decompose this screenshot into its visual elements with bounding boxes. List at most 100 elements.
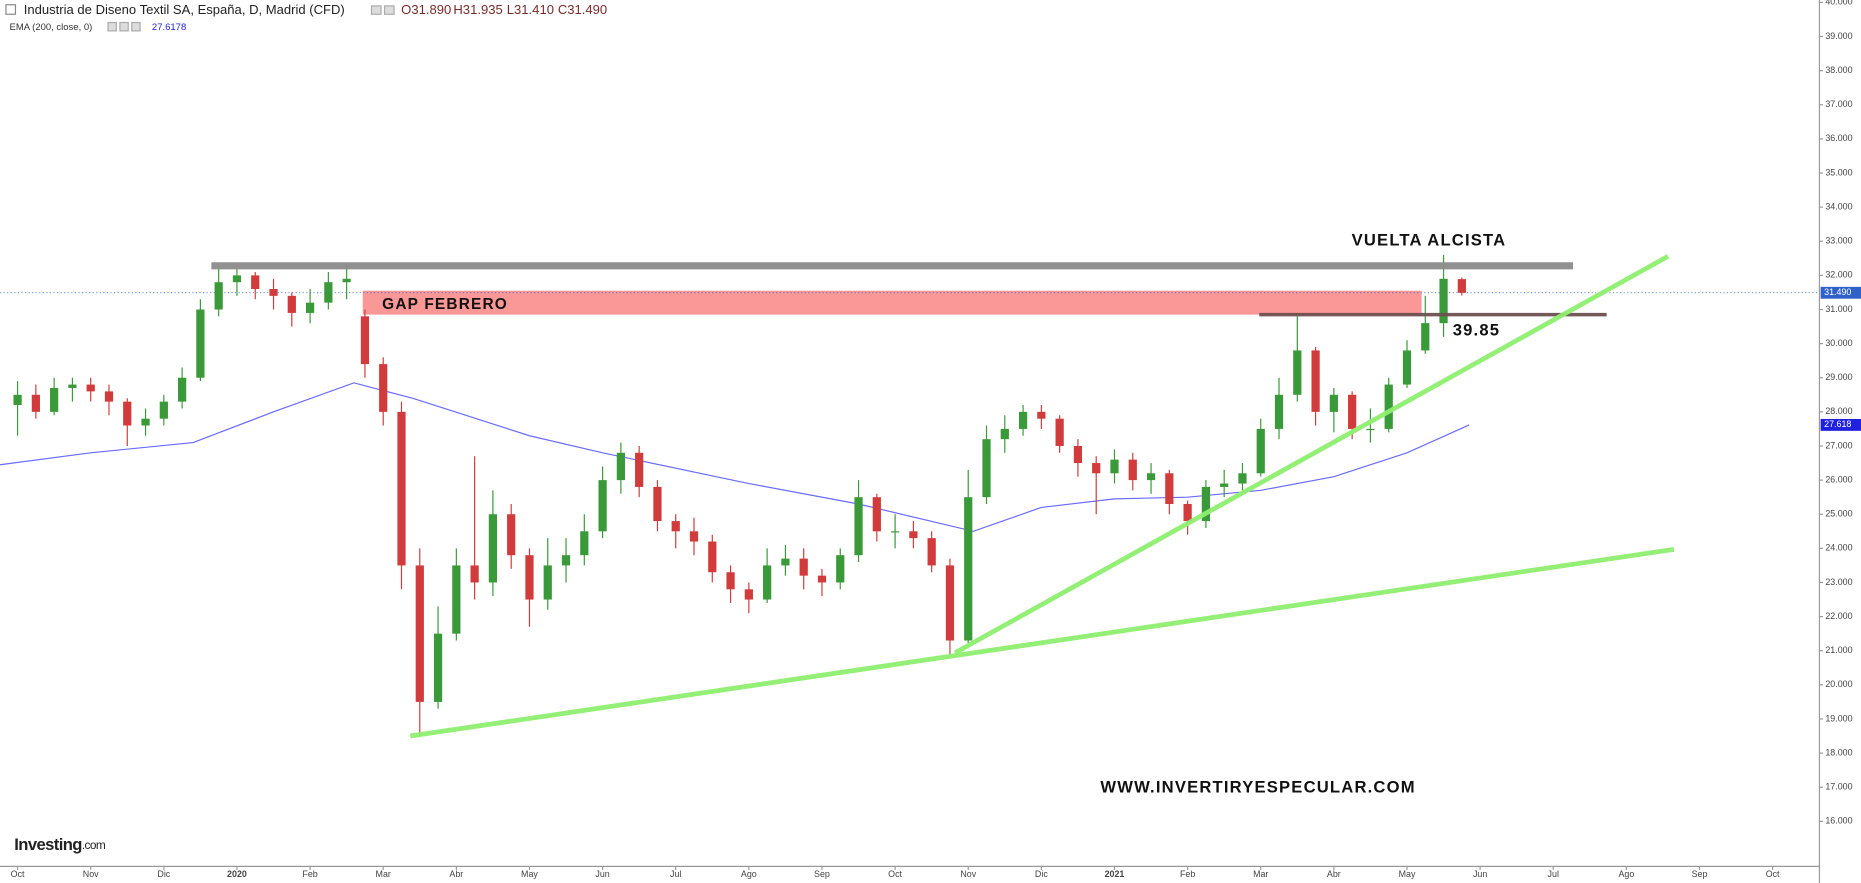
candles: [13, 254, 1466, 737]
candle-body: [781, 558, 790, 566]
y-tick-label: 23.000: [1825, 577, 1852, 587]
candle-body: [799, 558, 808, 576]
candle-body: [890, 531, 900, 533]
candle-body: [232, 275, 242, 283]
price-badge-label: 27.618: [1824, 419, 1851, 429]
candle-body: [909, 531, 918, 539]
x-tick-label: Oct: [888, 869, 902, 879]
x-tick-label: Ago: [1618, 869, 1634, 879]
candle-body: [726, 572, 735, 590]
candle-body: [1092, 463, 1101, 474]
price-badge: [1820, 286, 1861, 299]
candle-body: [415, 565, 424, 702]
candle-body: [1165, 473, 1174, 504]
candle-body: [525, 555, 534, 600]
candle-body: [854, 497, 863, 556]
candle-body: [379, 364, 388, 412]
candle-body: [671, 521, 680, 532]
price-badge-label: 31.490: [1824, 287, 1851, 297]
candle-body: [945, 565, 955, 641]
y-tick-label: 35.000: [1825, 167, 1852, 177]
x-tick-label: Sep: [814, 869, 830, 879]
candle-body: [1311, 350, 1320, 412]
candle-body: [1018, 411, 1028, 429]
trend-line: [409, 547, 1675, 739]
candle-body: [1110, 459, 1119, 474]
x-tick-label: Nov: [83, 869, 99, 879]
y-tick-label: 39.000: [1825, 31, 1852, 41]
candle-body: [452, 565, 461, 634]
candle-body: [397, 411, 406, 566]
y-tick-label: 24.000: [1825, 543, 1852, 553]
candle-body: [123, 401, 132, 426]
y-tick-label: 29.000: [1825, 372, 1852, 382]
x-tick-label: Feb: [1180, 869, 1195, 879]
candle-body: [342, 278, 351, 283]
candle-body: [141, 418, 150, 426]
indicator-close-icon[interactable]: [119, 21, 129, 32]
low-label: L31.410: [507, 2, 554, 17]
candle-body: [1073, 445, 1083, 464]
y-tick-label: 28.000: [1825, 406, 1852, 416]
candle-body: [1402, 350, 1412, 385]
x-tick-label: Nov: [960, 869, 976, 879]
candle-body: [1201, 486, 1211, 522]
x-tick-label: Jul: [670, 869, 681, 879]
candle-body: [1439, 278, 1448, 324]
indicator-hide-icon[interactable]: [131, 21, 141, 32]
candle-body: [836, 555, 845, 583]
candle-body: [616, 452, 625, 481]
lines: [0, 292, 1820, 532]
candle-body: [635, 452, 644, 487]
price-badge: [1820, 418, 1861, 431]
candle-body: [1366, 428, 1375, 431]
candle-body: [872, 497, 881, 532]
y-tick-label: 18.000: [1825, 747, 1852, 757]
x-tick-label: May: [521, 869, 538, 879]
candle-body: [488, 514, 498, 583]
x-tick-label: Mar: [376, 869, 391, 879]
trend-line: [953, 254, 1670, 655]
candle-body: [817, 575, 827, 583]
candle-body: [360, 316, 370, 365]
candle-body: [927, 538, 936, 566]
watermark: WWW.INVERTIRYESPECULAR.COM: [1100, 777, 1415, 796]
candle-body: [196, 309, 205, 378]
overlays: [211, 254, 1675, 739]
x-tick-label: Jul: [1548, 869, 1559, 879]
y-tick-label: 22.000: [1825, 611, 1852, 621]
candle-body: [50, 387, 59, 412]
indicator-label: EMA (200, close, 0): [10, 22, 93, 33]
open-label: O31.890: [401, 2, 451, 17]
close-icon[interactable]: [383, 5, 395, 15]
ema-line: [0, 382, 1470, 532]
zones: [362, 290, 1422, 315]
candle-body: [214, 282, 223, 310]
x-tick-label: Feb: [302, 869, 317, 879]
candle-body: [31, 394, 40, 412]
annotation: 39.85: [1453, 321, 1501, 340]
x-tick-label: Jun: [595, 869, 609, 879]
y-tick-label: 37.000: [1825, 99, 1852, 109]
candle-body: [964, 497, 973, 641]
indicator-settings-icon[interactable]: [107, 21, 117, 32]
candle-body: [13, 394, 22, 406]
x-tick-label: Mar: [1253, 869, 1268, 879]
candle-body: [982, 439, 991, 498]
x-tick-label: May: [1399, 869, 1416, 879]
collapse-icon[interactable]: [5, 4, 17, 15]
candle-body: [269, 289, 278, 296]
y-tick-label: 20.000: [1825, 679, 1852, 689]
x-tick-label: Oct: [1766, 869, 1780, 879]
x-tick-label: Abr: [449, 869, 463, 879]
y-tick-label: 34.000: [1825, 201, 1852, 211]
settings-icon[interactable]: [370, 5, 382, 15]
y-tick-label: 36.000: [1825, 133, 1852, 143]
annotation: GAP FEBRERO: [382, 296, 508, 313]
candle-body: [1238, 473, 1247, 484]
y-tick-label: 26.000: [1825, 474, 1852, 484]
y-tick-label: 40.000: [1825, 0, 1852, 7]
y-tick-label: 30.000: [1825, 338, 1852, 348]
candle-body: [1329, 394, 1338, 412]
